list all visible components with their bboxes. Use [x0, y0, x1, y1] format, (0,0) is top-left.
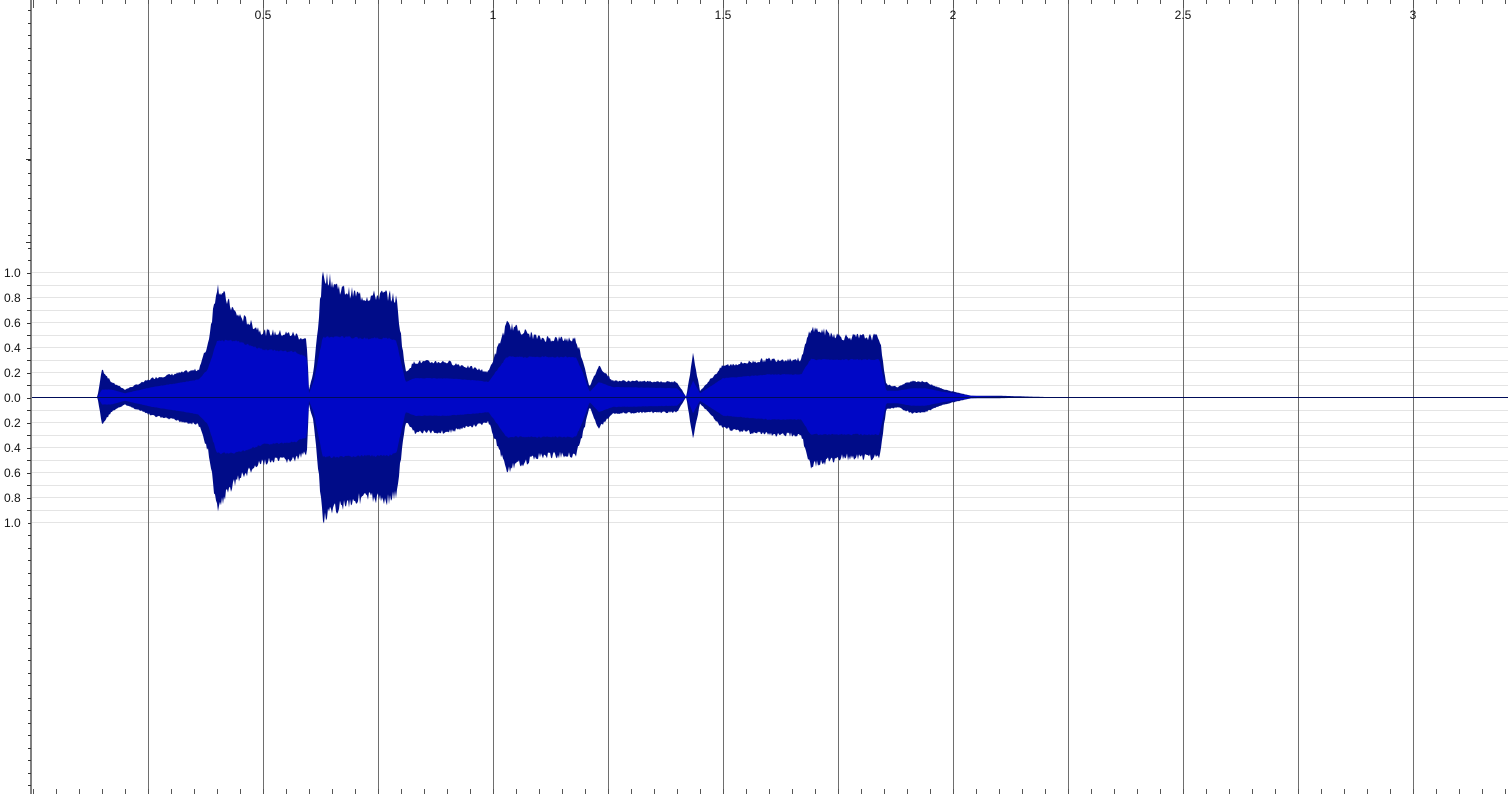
amp-label-bottom-0-6: 0.6 — [4, 466, 21, 480]
amp-label-top-0-4: 0.4 — [4, 341, 21, 355]
time-ruler[interactable]: 0.5 1 1.5 2 2.5 3 — [33, 0, 1506, 22]
time-ruler-bottom-ticks — [33, 789, 1506, 794]
waveform[interactable] — [32, 271, 1508, 524]
amp-label-bottom-0-2: 0.2 — [4, 416, 21, 430]
amp-label-zero: 0.0 — [4, 391, 21, 405]
time-ruler-label: 1 — [490, 8, 497, 22]
amp-label-bottom-0-8: 0.8 — [4, 491, 21, 505]
amplitude-ruler — [26, 0, 32, 794]
amp-label-top-0-6: 0.6 — [4, 316, 21, 330]
amp-label-top-0-8: 0.8 — [4, 291, 21, 305]
amp-label-top-1-0: 1.0 — [4, 266, 21, 280]
amp-label-bottom-0-4: 0.4 — [4, 441, 21, 455]
time-ruler-label: 2 — [950, 8, 957, 22]
time-ruler-label: 3 — [1410, 8, 1417, 22]
time-ruler-label: 2.5 — [1175, 8, 1192, 22]
amp-label-bottom-1-0: 1.0 — [4, 516, 21, 530]
time-ruler-label: 1.5 — [715, 8, 732, 22]
amp-label-top-0-2: 0.2 — [4, 366, 21, 380]
time-ruler-label: 0.5 — [255, 8, 272, 22]
